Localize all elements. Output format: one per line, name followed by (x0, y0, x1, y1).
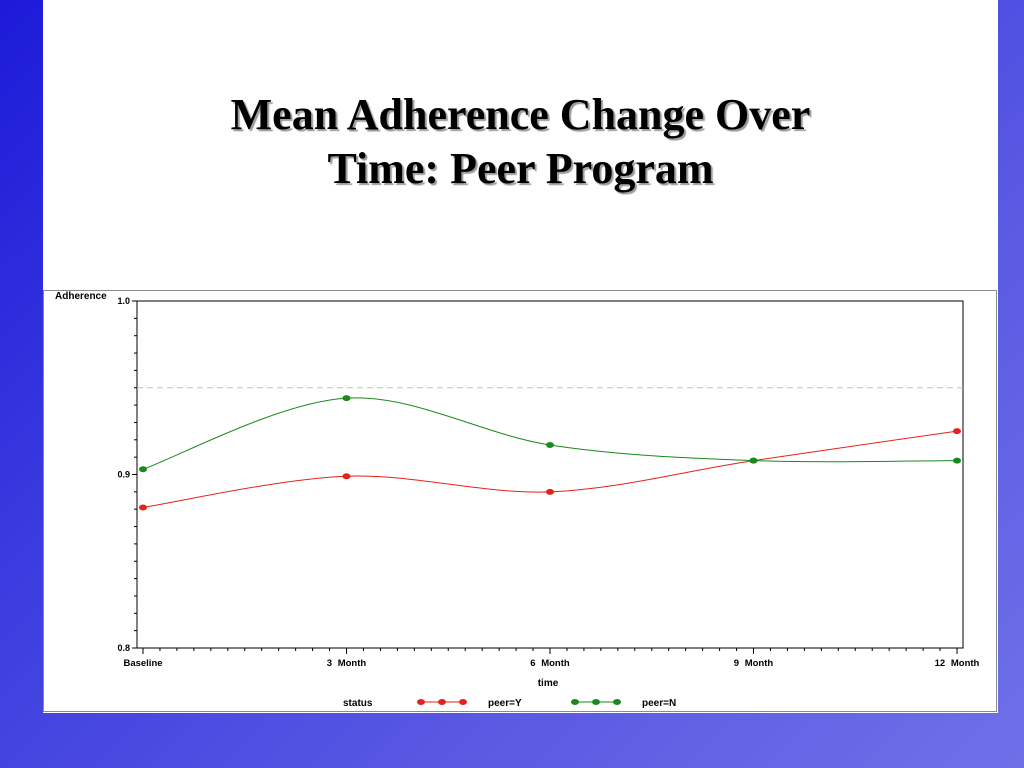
x-tick-label-4: 12 Month (935, 658, 980, 669)
x-tick-label-0: Baseline (123, 658, 162, 669)
data-point-peer-n-4 (953, 457, 961, 464)
x-axis: Baseline 3 Month 6 Month 9 Month 12 Month (123, 648, 980, 669)
y-tick-label-2: 1.0 (117, 296, 130, 306)
legend-swatch-marker-peer-n (571, 699, 579, 705)
chart-frame (43, 290, 997, 712)
x-axis-label: time (538, 678, 559, 689)
y-axis: 0.8 0.9 1.0 (117, 296, 137, 653)
slide-title: Mean Adherence Change Over Time: Peer Pr… (43, 88, 998, 196)
data-point-peer-n-3 (749, 457, 758, 464)
data-point-peer-n-0 (139, 466, 147, 473)
legend-label-peer-n: peer=N (642, 698, 676, 709)
slide-panel (43, 0, 998, 713)
x-tick-label-2: 6 Month (530, 658, 570, 669)
legend: status peer=Y peer=N (343, 698, 676, 709)
y-tick-label-1: 0.9 (117, 470, 130, 480)
legend-swatch-marker-peer-n (613, 699, 621, 705)
legend-title: status (343, 698, 373, 709)
legend-swatch-marker-peer-y (438, 699, 446, 705)
data-point-peer-n-2 (546, 442, 554, 449)
x-tick-label-1: 3 Month (327, 658, 367, 669)
x-tick-label-3: 9 Month (734, 658, 774, 669)
plot-area (136, 300, 964, 649)
data-point-peer-n-1 (342, 395, 351, 402)
legend-swatch-marker-peer-y (417, 699, 425, 705)
data-point-peer-y-0 (139, 504, 147, 511)
series-line-peer-n (142, 397, 958, 470)
adherence-line-chart: 0.8 0.9 1.0 Baseline 3 Month 6 Month 9 Month 1… (55, 291, 980, 709)
slide-title-line-1: Mean Adherence Change Over (230, 90, 811, 139)
data-point-peer-y-1 (342, 473, 351, 480)
legend-swatch-marker-peer-y (459, 699, 467, 705)
slide-title-line-2: Time: Peer Program (327, 144, 714, 193)
legend-label-peer-y: peer=Y (488, 698, 522, 709)
data-point-peer-y-2 (546, 488, 554, 495)
y-axis-label: Adherence (55, 291, 107, 302)
y-tick-label-0: 0.8 (117, 643, 130, 653)
legend-swatch-marker-peer-n (592, 699, 600, 705)
series-layer (139, 395, 961, 511)
data-point-peer-y-4 (953, 428, 961, 435)
